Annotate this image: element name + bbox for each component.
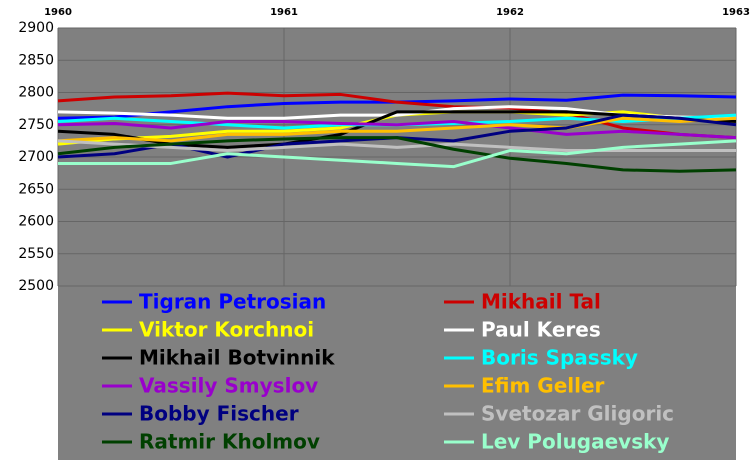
legend-label: Tigran Petrosian bbox=[139, 290, 326, 314]
plot-background bbox=[58, 28, 736, 460]
y-tick-label: 2600 bbox=[18, 214, 54, 230]
series-line bbox=[57, 136, 737, 173]
y-tick-label: 2550 bbox=[18, 246, 54, 262]
y-tick-label: 2500 bbox=[18, 278, 54, 294]
y-tick-label: 2800 bbox=[18, 85, 54, 101]
legend-label: Paul Keres bbox=[481, 318, 601, 342]
series-line bbox=[57, 91, 737, 140]
y-tick-label: 2700 bbox=[18, 149, 54, 165]
legend-label: Ratmir Kholmov bbox=[139, 430, 320, 454]
legend-label: Mikhail Botvinnik bbox=[139, 346, 335, 370]
legend-label: Vassily Smyslov bbox=[139, 374, 318, 398]
legend-label: Efim Geller bbox=[481, 374, 605, 398]
y-tick-label: 2850 bbox=[18, 52, 54, 68]
legend-label: Bobby Fischer bbox=[139, 402, 299, 426]
x-tick-label: 1962 bbox=[496, 7, 524, 18]
series-line bbox=[57, 139, 736, 153]
series-line bbox=[57, 116, 737, 143]
legend-label: Lev Polugaevsky bbox=[481, 430, 669, 454]
y-tick-label: 2900 bbox=[18, 20, 54, 36]
x-tick-label: 1963 bbox=[722, 7, 750, 18]
legend-label: Mikhail Tal bbox=[481, 290, 601, 314]
legend-label: Viktor Korchnoi bbox=[139, 318, 314, 342]
series-line bbox=[58, 139, 737, 169]
x-tick-label: 1961 bbox=[270, 7, 298, 18]
series-line bbox=[57, 120, 737, 140]
x-tick-label: 1960 bbox=[44, 7, 72, 18]
legend-label: Boris Spassky bbox=[481, 346, 638, 370]
y-tick-label: 2750 bbox=[18, 117, 54, 133]
legend-label: Svetozar Gligoric bbox=[481, 402, 674, 426]
y-tick-label: 2650 bbox=[18, 181, 54, 197]
